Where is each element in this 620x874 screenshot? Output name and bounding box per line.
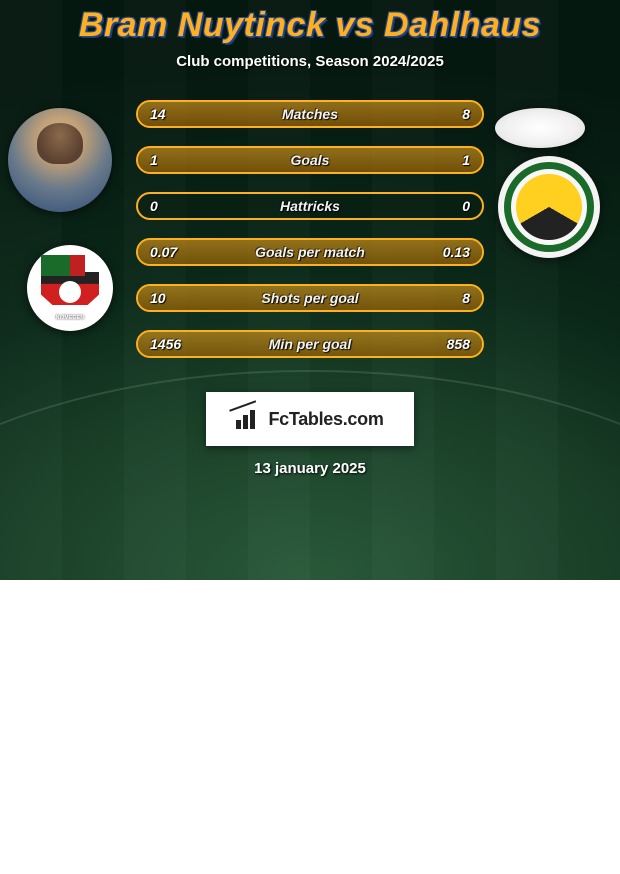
page-title: Bram Nuytinck vs Dahlhaus bbox=[79, 6, 541, 45]
stat-value-right: 0 bbox=[462, 198, 470, 214]
stat-row: 1 Goals 1 bbox=[136, 146, 484, 174]
footer: FcTables.com 13 january 2025 bbox=[206, 392, 414, 477]
player-left-avatar bbox=[8, 108, 112, 212]
stat-value-left: 0.07 bbox=[150, 244, 177, 260]
stat-value-left: 1456 bbox=[150, 336, 181, 352]
stat-value-right: 1 bbox=[462, 152, 470, 168]
stat-value-right: 8 bbox=[462, 106, 470, 122]
brand-box: FcTables.com bbox=[206, 392, 414, 446]
stat-metric-label: Hattricks bbox=[280, 198, 340, 214]
club-left-city: NIJMEGEN bbox=[56, 315, 85, 321]
stat-row: 14 Matches 8 bbox=[136, 100, 484, 128]
club-left-badge: NIJMEGEN bbox=[27, 245, 113, 331]
stat-metric-label: Shots per goal bbox=[261, 290, 358, 306]
stat-value-right: 8 bbox=[462, 290, 470, 306]
brand-text: FcTables.com bbox=[268, 409, 383, 430]
stats-column: 14Matches81Goals10Hattricks00.07Goals pe… bbox=[136, 100, 484, 376]
stat-row: 0.07 Goals per match 0.13 bbox=[136, 238, 484, 266]
stat-fill-right bbox=[310, 148, 482, 172]
club-right-inner-icon bbox=[516, 174, 582, 240]
footer-date: 13 january 2025 bbox=[254, 460, 366, 477]
stat-metric-label: Goals per match bbox=[255, 244, 365, 260]
stat-value-left: 1 bbox=[150, 152, 158, 168]
stat-fill-left bbox=[138, 148, 310, 172]
stat-value-left: 14 bbox=[150, 106, 166, 122]
page-subtitle: Club competitions, Season 2024/2025 bbox=[176, 53, 444, 70]
stat-value-left: 0 bbox=[150, 198, 158, 214]
stat-metric-label: Goals bbox=[291, 152, 330, 168]
stat-metric-label: Min per goal bbox=[269, 336, 351, 352]
stat-row: 1456 Min per goal 858 bbox=[136, 330, 484, 358]
content-root: Bram Nuytinck vs Dahlhaus Club competiti… bbox=[0, 0, 620, 580]
shield-icon bbox=[41, 255, 99, 321]
stat-value-left: 10 bbox=[150, 290, 166, 306]
stat-value-right: 858 bbox=[447, 336, 470, 352]
player-right-avatar bbox=[495, 108, 585, 148]
club-right-badge bbox=[498, 156, 600, 258]
stat-row: 0 Hattricks 0 bbox=[136, 192, 484, 220]
stat-row: 10 Shots per goal 8 bbox=[136, 284, 484, 312]
stat-value-right: 0.13 bbox=[443, 244, 470, 260]
bar-chart-icon bbox=[236, 409, 262, 429]
stat-metric-label: Matches bbox=[282, 106, 338, 122]
